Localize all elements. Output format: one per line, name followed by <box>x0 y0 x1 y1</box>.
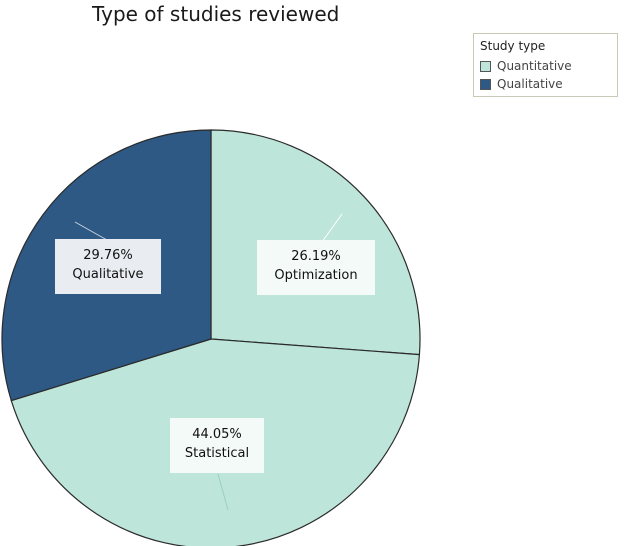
legend-item-quantitative[interactable]: Quantitative <box>480 57 611 75</box>
data-label-optimization-value: 26.19% <box>291 249 341 264</box>
data-label-statistical-name: Statistical <box>184 446 250 461</box>
data-label-qualitative-name: Qualitative <box>72 267 144 282</box>
data-label-statistical: 44.05% Statistical <box>170 418 264 473</box>
legend-label-qualitative: Qualitative <box>497 77 563 91</box>
data-label-qualitative: 29.76% Qualitative <box>55 239 161 294</box>
legend-swatch-qualitative <box>480 78 491 90</box>
legend-title: Study type <box>480 39 546 53</box>
leader-line-statistical <box>217 473 229 511</box>
legend-item-qualitative[interactable]: Qualitative <box>480 75 611 93</box>
data-label-statistical-value: 44.05% <box>192 427 242 442</box>
chart-title: Type of studies reviewed <box>92 2 340 26</box>
legend-label-quantitative: Quantitative <box>497 59 572 73</box>
leader-line-optimization <box>321 213 343 243</box>
data-label-optimization: 26.19% Optimization <box>257 240 375 295</box>
leader-line-qualitative <box>74 221 108 241</box>
data-label-qualitative-value: 29.76% <box>83 248 133 263</box>
legend: Study type Quantitative Qualitative <box>473 33 618 97</box>
data-label-optimization-name: Optimization <box>274 268 358 283</box>
legend-swatch-quantitative <box>480 60 491 72</box>
